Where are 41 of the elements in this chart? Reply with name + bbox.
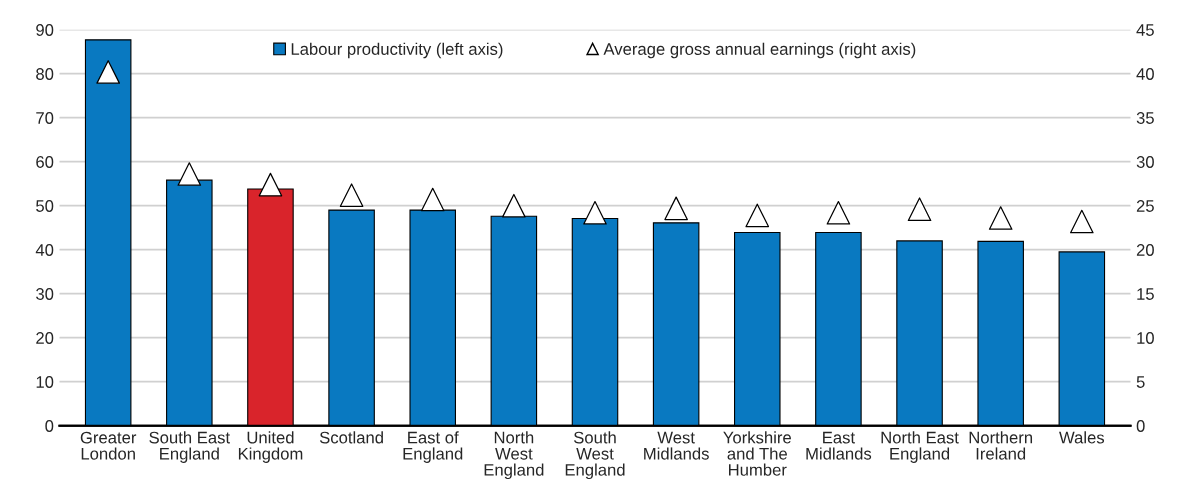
x-tick-label: Yorkshire and The Humber [723, 431, 791, 476]
x-tick-label: Northern Ireland [969, 431, 1033, 460]
y-tick-label: 30 [36, 288, 54, 300]
point [177, 162, 202, 186]
y2-tick-label: 15 [1137, 288, 1154, 300]
y-tick-label: 50 [36, 200, 54, 212]
legend-label: Average gross annual earnings (right axis) [603, 42, 916, 59]
y2-tick-label: 40 [1136, 68, 1154, 80]
y2-tick-label: 25 [1136, 200, 1154, 212]
y2-tick-label: 0 [1136, 420, 1145, 432]
y2-tick-label: 30 [1136, 156, 1154, 168]
x-tick-label: Scotland [319, 431, 383, 444]
point [258, 172, 283, 197]
y2-tick-label: 5 [1136, 376, 1145, 388]
y2-tick-label: 35 [1136, 112, 1154, 124]
x-tick-label: West Midlands [644, 431, 709, 460]
y-tick-label: 70 [36, 112, 54, 124]
x-tick-label: Wales [1059, 431, 1105, 444]
y-tick-label: 60 [36, 156, 54, 168]
y-tick-label: 90 [36, 24, 54, 36]
y-tick-label: 20 [36, 332, 54, 344]
point [583, 200, 607, 225]
x-tick-label: East Midlands [806, 431, 872, 460]
x-tick-label: United Kingdom [238, 431, 303, 463]
y2-tick-label: 45 [1136, 24, 1154, 36]
x-tick-label: South East England [149, 431, 230, 463]
x-tick-label: North East England [881, 431, 959, 463]
point [502, 193, 526, 218]
y-tick-label: 80 [36, 68, 54, 80]
point [420, 187, 445, 212]
y2-tick-label: 20 [1136, 244, 1154, 256]
y-tick-label: 10 [36, 376, 54, 388]
x-tick-label: South West England [565, 431, 625, 480]
point [96, 60, 121, 84]
legend-label: Labour productivity (left axis) [291, 42, 503, 59]
y-tick-label: 0 [45, 420, 54, 432]
x-tick-label: East of England [403, 431, 463, 463]
y-tick-label: 40 [35, 244, 54, 256]
x-tick-label: North West England [484, 431, 544, 480]
x-tick-label: Greater London [80, 431, 137, 460]
y2-tick-label: 10 [1137, 332, 1154, 344]
